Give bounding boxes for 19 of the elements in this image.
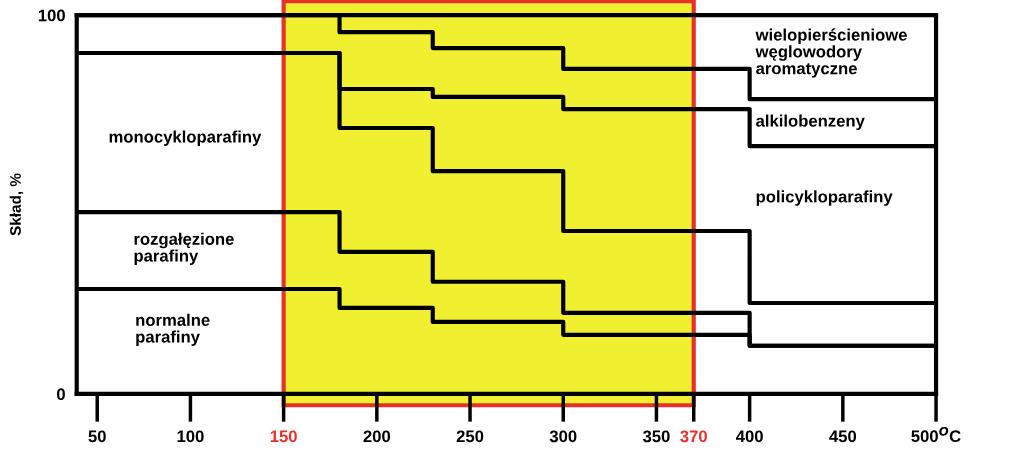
x-tick-label: 370 [680, 430, 707, 443]
x-tick-label: 150 [270, 430, 297, 443]
x-tick-label: 500$^{O}$C [911, 426, 961, 443]
x-tick-label: 450 [829, 430, 857, 443]
annotation: alkilobenzeny [756, 114, 865, 131]
x-tick-label: 50 [88, 430, 106, 443]
x-tick-label: 400 [735, 430, 763, 443]
annotation: normalne parafiny [136, 313, 210, 347]
x-tick-label: 250 [456, 430, 484, 443]
y-axis-title: Skład, % [9, 173, 24, 236]
x-tick-label: 350 [642, 430, 670, 443]
annotation: monocykloparafiny [109, 130, 262, 146]
x-tick-label: 100 [177, 430, 204, 443]
annotation: policykloparafiny [756, 190, 893, 206]
x-tick-label: 200 [363, 430, 391, 443]
annotation: wielopierścieniowe węglowodory aromatyczne [755, 28, 907, 78]
x-tick-label: 300 [549, 430, 577, 443]
annotation: rozgałęzione parafiny [134, 232, 234, 265]
y-tick-label: 0 [57, 388, 65, 401]
